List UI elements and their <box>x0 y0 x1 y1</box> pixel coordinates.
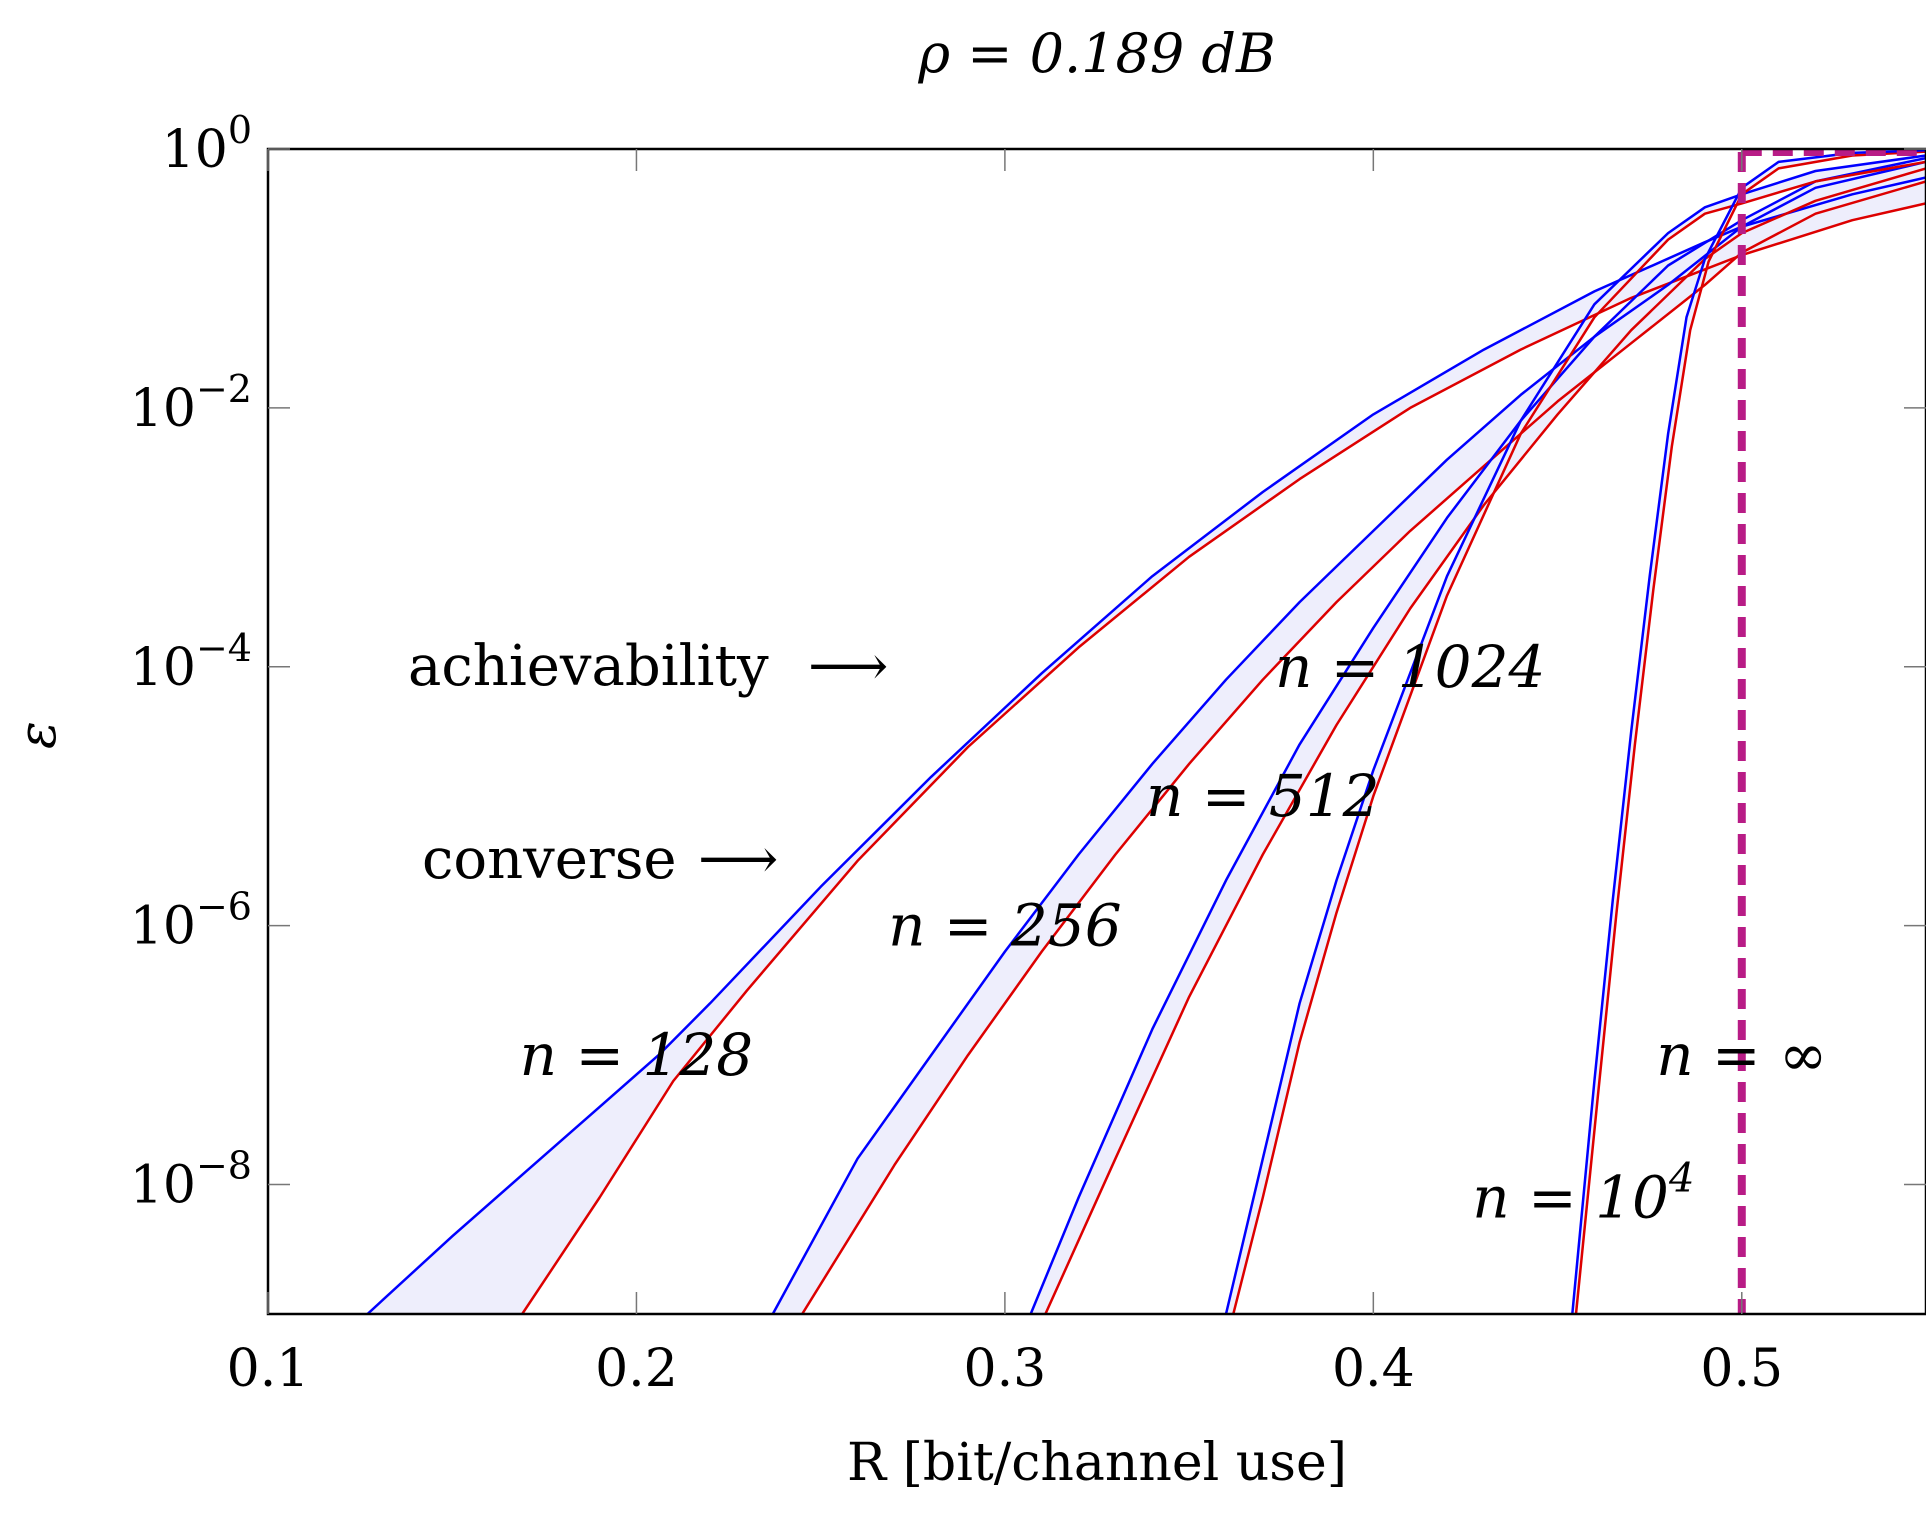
plot-frame <box>266 147 1926 1316</box>
achievability-line-n-256 <box>771 160 1926 1314</box>
legend: achievability ⟶ converse ⟶ <box>408 634 888 892</box>
x-tick-label: 0.2 <box>595 1339 678 1399</box>
chart-title: ρ = 0.189 dB <box>917 22 1275 85</box>
x-tick-label: 0.1 <box>227 1339 310 1399</box>
legend-converse: converse <box>422 827 677 892</box>
curve-label: n = 256 <box>888 892 1122 960</box>
converse-line-n-128 <box>521 202 1926 1314</box>
y-tick-label: 10−4 <box>130 626 252 698</box>
curve-label: n = 104 <box>1472 1156 1694 1232</box>
x-tick-label: 0.4 <box>1332 1339 1415 1399</box>
capacity-group <box>1737 149 1926 1314</box>
curve-label: n = 1024 <box>1275 633 1545 701</box>
legend-converse-arrow: ⟶ <box>698 827 778 892</box>
y-tick-label: 100 <box>162 108 252 180</box>
curve-label: n = ∞ <box>1656 1021 1827 1089</box>
converse-line-n-256 <box>801 180 1926 1314</box>
curve-label: n = 512 <box>1146 762 1380 830</box>
converse-line-n-1024 <box>1232 160 1926 1314</box>
y-tick-label: 10−6 <box>130 885 252 957</box>
legend-achievability-arrow: ⟶ <box>808 634 888 699</box>
y-tick-label: 10−8 <box>130 1144 252 1216</box>
curve-bands <box>367 150 1926 1314</box>
y-axis: 100 10−2 10−4 10−6 10−8 <box>130 108 1926 1216</box>
curve-label: n = 128 <box>520 1021 754 1089</box>
converse-line-n-10^4 <box>1574 150 1926 1314</box>
curve-labels: n = 128 n = 256 n = 512 n = 1024 n = ∞ n = 10… <box>520 633 1828 1232</box>
y-tick-label: 10−2 <box>130 367 252 439</box>
x-tick-label: 0.5 <box>1700 1339 1783 1399</box>
y-axis-label: ε <box>8 721 68 749</box>
x-tick-label: 0.3 <box>964 1339 1047 1399</box>
band-n-128 <box>367 177 1926 1314</box>
achievability-line-n-512 <box>1029 156 1926 1314</box>
band-n-512 <box>1030 158 1926 1314</box>
achievability-line-n-10^4 <box>1571 149 1926 1314</box>
legend-achievability: achievability <box>408 634 769 699</box>
band-n-256 <box>772 161 1926 1314</box>
x-axis: 0.1 0.2 0.3 0.4 0.5 <box>227 149 1783 1399</box>
x-axis-label: R [bit/channel use] <box>847 1433 1347 1493</box>
